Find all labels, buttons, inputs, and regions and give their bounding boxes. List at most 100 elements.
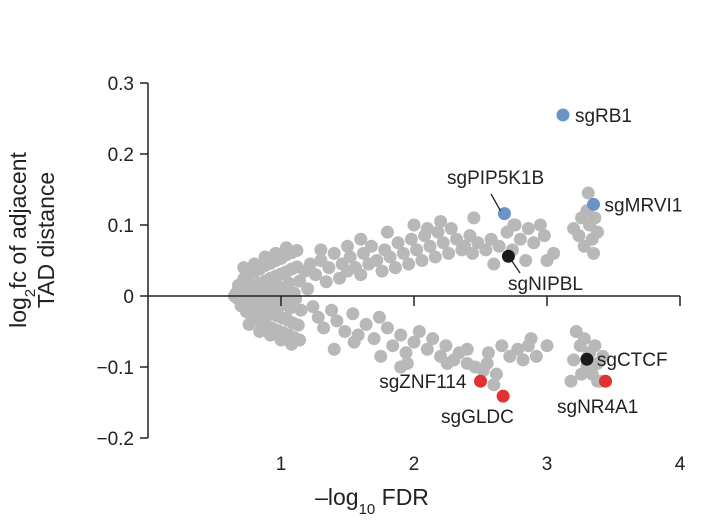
data-point — [420, 222, 434, 236]
data-point — [431, 225, 445, 239]
data-point — [572, 229, 586, 243]
data-point — [588, 339, 602, 353]
point-label: sgNIPBL — [508, 274, 583, 295]
svg-text:TAD distance: TAD distance — [33, 172, 59, 308]
data-point — [533, 218, 547, 232]
data-point — [407, 335, 421, 349]
data-point — [537, 229, 551, 243]
highlighted-point — [496, 389, 510, 403]
data-point — [301, 282, 315, 296]
y-axis-title: log2fc of adjacent TAD distance — [5, 151, 59, 327]
data-point — [434, 214, 448, 228]
leader-line — [490, 193, 502, 211]
data-point — [327, 342, 341, 356]
data-point — [412, 325, 426, 338]
data-point — [396, 246, 410, 260]
x-tick-label: 4 — [675, 454, 686, 475]
data-point — [407, 218, 421, 232]
data-point — [293, 274, 307, 288]
data-points-layer — [227, 186, 610, 392]
data-point — [380, 321, 394, 335]
data-point — [388, 261, 402, 275]
x-ticks: 1 2 3 4 — [276, 296, 686, 475]
highlighted-point — [580, 352, 594, 366]
data-point — [314, 243, 328, 257]
data-point — [375, 264, 389, 278]
data-point — [394, 360, 408, 374]
data-point — [489, 367, 503, 381]
data-point — [359, 317, 373, 331]
data-point — [290, 244, 304, 258]
data-point — [521, 339, 535, 353]
x-tick-label: 2 — [409, 454, 420, 475]
data-point — [317, 321, 331, 335]
data-point — [577, 332, 591, 346]
data-point — [346, 307, 360, 321]
data-point — [338, 325, 352, 338]
highlighted-point — [501, 249, 515, 263]
point-label: sgRB1 — [575, 106, 632, 127]
data-point — [492, 239, 506, 253]
x-tick-label: 3 — [542, 454, 553, 475]
data-point — [479, 243, 493, 257]
data-point — [322, 261, 336, 275]
data-point — [258, 250, 272, 264]
data-point — [481, 346, 495, 360]
data-point — [487, 257, 501, 271]
data-point — [319, 275, 333, 289]
data-point — [415, 254, 429, 267]
point-label: sgNR4A1 — [557, 397, 638, 418]
data-point — [575, 367, 589, 381]
data-point — [282, 276, 296, 290]
data-point — [404, 232, 418, 246]
data-point — [263, 328, 277, 342]
highlighted-point — [556, 108, 570, 122]
data-point — [380, 225, 394, 239]
data-point — [383, 250, 397, 264]
data-point — [303, 257, 317, 271]
data-point — [341, 239, 354, 253]
data-point — [436, 236, 450, 250]
highlighted-point — [497, 207, 511, 221]
data-point — [306, 300, 320, 314]
data-point — [372, 310, 386, 324]
data-point — [420, 342, 434, 356]
point-annotations: sgRB1 sgMRVI1 sgPIP5K1B sgNIPBL sgCTCF sgZNF1… — [379, 106, 682, 428]
data-point — [513, 232, 527, 246]
data-point — [327, 246, 341, 260]
data-point — [237, 261, 251, 275]
data-point — [309, 268, 323, 282]
highlighted-point — [587, 197, 601, 211]
y-tick-label: −0.2 — [96, 429, 134, 450]
data-point — [428, 250, 442, 264]
data-point — [354, 268, 368, 282]
data-point — [399, 346, 413, 360]
data-point — [285, 337, 299, 351]
data-point — [294, 303, 308, 317]
data-point — [460, 342, 474, 356]
data-point — [567, 353, 581, 367]
data-point — [519, 254, 533, 267]
point-label: sgGLDC — [441, 407, 514, 428]
highlighted-point — [599, 374, 613, 388]
data-point — [521, 222, 535, 236]
data-point — [274, 333, 288, 347]
data-point — [564, 374, 578, 388]
data-point — [343, 250, 357, 264]
x-axis-title: –log10 FDR — [315, 484, 429, 518]
data-point — [495, 339, 509, 353]
data-point — [444, 222, 458, 236]
data-point — [391, 236, 405, 250]
data-point — [347, 335, 361, 349]
data-point — [507, 218, 521, 232]
data-point — [394, 328, 408, 342]
data-point — [588, 211, 602, 225]
x-tick-label: 1 — [276, 454, 287, 475]
data-point — [279, 241, 293, 255]
data-point — [440, 356, 454, 370]
data-point — [367, 332, 381, 346]
data-point — [516, 353, 530, 367]
data-point — [587, 246, 601, 260]
data-point — [591, 225, 605, 239]
